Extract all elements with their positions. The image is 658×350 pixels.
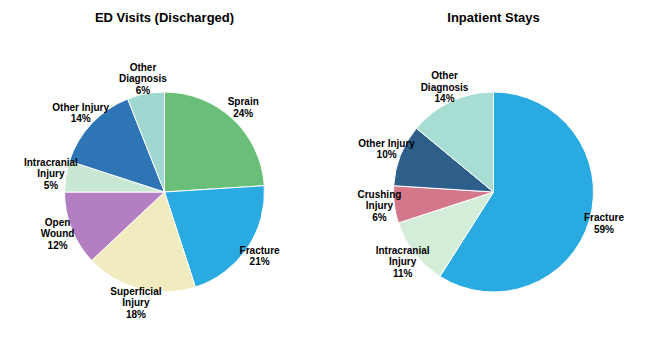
slice-label-group: OpenWound12% <box>41 216 75 250</box>
pie-slice <box>165 92 265 192</box>
data-label: 59% <box>594 223 614 234</box>
slice-label: Sprain <box>228 96 259 107</box>
slice-label-group: Sprain24% <box>228 96 259 119</box>
slice-label: Other <box>431 70 458 81</box>
slice-label: Intracranial <box>376 245 430 256</box>
slice-label: Crushing <box>357 189 401 200</box>
pie-slice <box>416 92 493 192</box>
slice-label-group: SuperficialInjury18% <box>110 286 161 320</box>
data-label: 5% <box>44 179 59 190</box>
pie-panel: ED Visits (Discharged)Sprain24%Fracture2… <box>24 10 280 320</box>
chart-title: ED Visits (Discharged) <box>95 10 234 25</box>
slice-label: Injury <box>389 256 417 267</box>
data-label: 14% <box>71 113 91 124</box>
slice-label-group: IntracranialInjury11% <box>376 245 430 279</box>
data-label: 11% <box>393 268 413 279</box>
data-label: 24% <box>233 108 253 119</box>
slice-label-group: OtherDiagnosis6% <box>119 61 167 95</box>
pie-slices <box>65 92 265 292</box>
slice-label: Other Injury <box>52 101 109 112</box>
data-label: 18% <box>126 309 146 320</box>
slice-label-group: CrushingInjury6% <box>357 189 401 223</box>
slice-label: Injury <box>366 200 394 211</box>
slice-label-group: Fracture21% <box>240 245 280 268</box>
slice-label: Injury <box>37 168 65 179</box>
data-label: 14% <box>435 93 455 104</box>
chart-root: ED Visits (Discharged)Sprain24%Fracture2… <box>0 0 658 350</box>
slice-label: Wound <box>41 228 75 239</box>
slice-label: Superficial <box>110 286 161 297</box>
slice-label: Fracture <box>240 245 280 256</box>
data-label: 12% <box>48 239 68 250</box>
slice-label: Other Injury <box>358 138 415 149</box>
data-label: 10% <box>377 149 397 160</box>
slice-labels: Fracture59%IntracranialInjury11%Crushing… <box>357 70 624 279</box>
pie-slice <box>128 92 165 192</box>
slice-label: Diagnosis <box>421 82 469 93</box>
slice-labels: Sprain24%Fracture21%SuperficialInjury18%… <box>24 61 280 319</box>
pie-panel: Inpatient StaysFracture59%IntracranialIn… <box>357 10 624 292</box>
slice-label: Open <box>45 216 71 227</box>
data-label: 6% <box>372 212 387 223</box>
slice-label-group: OtherDiagnosis14% <box>421 70 469 104</box>
slice-label: Intracranial <box>24 156 78 167</box>
slice-label-group: Other Injury14% <box>52 101 109 124</box>
data-label: 6% <box>136 84 151 95</box>
pie-slice <box>65 192 165 260</box>
chart-title: Inpatient Stays <box>447 10 539 25</box>
slice-label: Diagnosis <box>119 73 167 84</box>
slice-label-group: Fracture59% <box>584 212 624 235</box>
data-label: 21% <box>250 256 270 267</box>
slice-label: Injury <box>122 297 150 308</box>
slice-label-group: IntracranialInjury5% <box>24 156 78 190</box>
pie-slices <box>393 92 593 292</box>
slice-label: Other <box>130 61 157 72</box>
slice-label: Fracture <box>584 212 624 223</box>
slice-label-group: Other Injury10% <box>358 138 415 161</box>
